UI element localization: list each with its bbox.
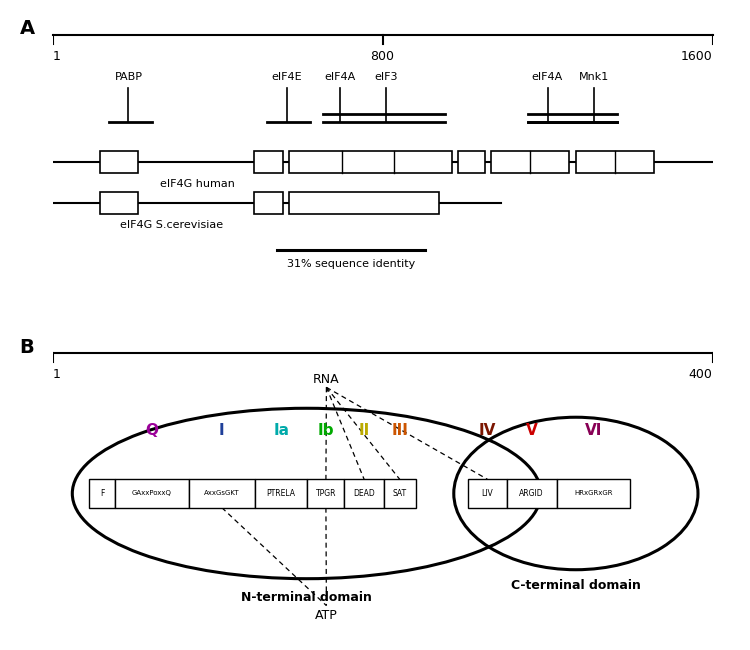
- Text: B: B: [20, 338, 34, 357]
- Text: DEAD: DEAD: [353, 489, 375, 498]
- Bar: [254, 151, 283, 172]
- Text: Ia: Ia: [273, 423, 290, 438]
- Bar: [556, 479, 630, 508]
- Bar: [255, 479, 308, 508]
- Text: PTRELA: PTRELA: [267, 489, 296, 498]
- Bar: [308, 479, 344, 508]
- Text: I: I: [219, 423, 225, 438]
- Text: VI: VI: [584, 423, 602, 438]
- Text: TPGR: TPGR: [316, 489, 336, 498]
- Text: N-terminal domain: N-terminal domain: [242, 591, 372, 604]
- Text: 1: 1: [53, 368, 60, 381]
- Bar: [458, 151, 484, 172]
- Bar: [506, 479, 556, 508]
- Text: A: A: [20, 20, 34, 38]
- Text: PABP: PABP: [115, 72, 142, 82]
- Bar: [88, 479, 116, 508]
- Text: 31% sequence identity: 31% sequence identity: [287, 259, 416, 269]
- Text: eIF4A: eIF4A: [532, 72, 563, 82]
- Text: HRxGRxGR: HRxGRxGR: [574, 491, 613, 497]
- Text: IV: IV: [478, 423, 496, 438]
- Text: eIF4E: eIF4E: [272, 72, 302, 82]
- Text: 800: 800: [370, 50, 394, 63]
- Bar: [116, 479, 189, 508]
- Bar: [254, 192, 283, 214]
- Text: F: F: [100, 489, 104, 498]
- Bar: [384, 479, 416, 508]
- Text: eIF3: eIF3: [374, 72, 398, 82]
- Text: 1: 1: [53, 50, 60, 63]
- Bar: [289, 151, 452, 172]
- Bar: [344, 479, 384, 508]
- Text: eIF4G S.cerevisiae: eIF4G S.cerevisiae: [120, 220, 223, 230]
- Bar: [468, 479, 506, 508]
- Text: V: V: [526, 423, 538, 438]
- Bar: [491, 151, 569, 172]
- Bar: [289, 192, 440, 214]
- Text: AxxGsGKT: AxxGsGKT: [204, 491, 240, 497]
- Text: ARGID: ARGID: [519, 489, 544, 498]
- Text: eIF4A: eIF4A: [324, 72, 356, 82]
- Bar: [100, 151, 138, 172]
- Text: III: III: [392, 423, 408, 438]
- Text: GAxxPoxxQ: GAxxPoxxQ: [132, 491, 172, 497]
- Text: Ib: Ib: [318, 423, 334, 438]
- Text: II: II: [358, 423, 370, 438]
- Text: C-terminal domain: C-terminal domain: [511, 578, 640, 592]
- Text: Mnk1: Mnk1: [578, 72, 609, 82]
- Bar: [100, 192, 138, 214]
- Bar: [576, 151, 654, 172]
- Text: ATP: ATP: [315, 608, 338, 621]
- Text: Q: Q: [146, 423, 158, 438]
- Text: LIV: LIV: [482, 489, 494, 498]
- Text: RNA: RNA: [313, 373, 340, 386]
- Bar: [189, 479, 255, 508]
- Text: SAT: SAT: [393, 489, 406, 498]
- Text: eIF4G human: eIF4G human: [160, 179, 236, 188]
- Text: 400: 400: [688, 368, 712, 381]
- Text: 1600: 1600: [681, 50, 712, 63]
